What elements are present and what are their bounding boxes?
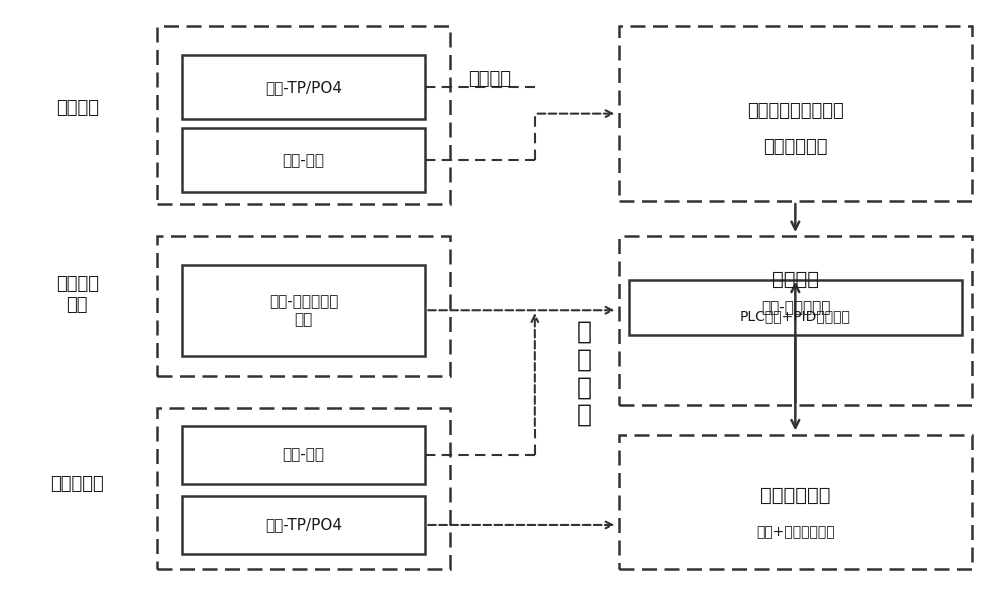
Text: PLC编程+PID模糊控制: PLC编程+PID模糊控制 xyxy=(740,310,851,324)
Text: 输出-药剂加药量: 输出-药剂加药量 xyxy=(761,300,831,315)
Bar xyxy=(619,26,972,201)
Text: 后反馈数据: 后反馈数据 xyxy=(50,475,104,493)
Text: 数据分析模块: 数据分析模块 xyxy=(763,138,828,157)
Bar xyxy=(182,426,425,484)
Text: 变频+流量输出控制: 变频+流量输出控制 xyxy=(756,525,835,540)
Text: 计算模块: 计算模块 xyxy=(772,270,819,289)
Bar xyxy=(182,496,425,554)
Bar xyxy=(157,236,450,376)
Bar xyxy=(157,408,450,569)
Bar xyxy=(182,265,425,356)
Text: 加药控制模块: 加药控制模块 xyxy=(760,487,831,505)
Text: 过程反馈
数据: 过程反馈 数据 xyxy=(56,275,99,314)
Text: 过程-絮体粒径及
特征: 过程-絮体粒径及 特征 xyxy=(269,294,338,327)
Text: 监测数据: 监测数据 xyxy=(469,70,512,88)
Text: 进水-TP/PO4: 进水-TP/PO4 xyxy=(265,80,342,95)
Bar xyxy=(619,236,972,405)
Bar xyxy=(619,435,972,569)
Text: 综合反馈的在线监测: 综合反馈的在线监测 xyxy=(747,102,844,120)
Bar xyxy=(182,55,425,120)
Bar xyxy=(182,128,425,193)
Bar xyxy=(629,280,962,335)
Text: 前馈数据: 前馈数据 xyxy=(56,99,99,117)
Text: 结
果
反
馈: 结 果 反 馈 xyxy=(577,320,592,427)
Bar xyxy=(157,26,450,204)
Text: 出水-浊度: 出水-浊度 xyxy=(283,448,325,462)
Text: 进水-水量: 进水-水量 xyxy=(283,153,325,168)
Text: 出水-TP/PO4: 出水-TP/PO4 xyxy=(265,518,342,532)
